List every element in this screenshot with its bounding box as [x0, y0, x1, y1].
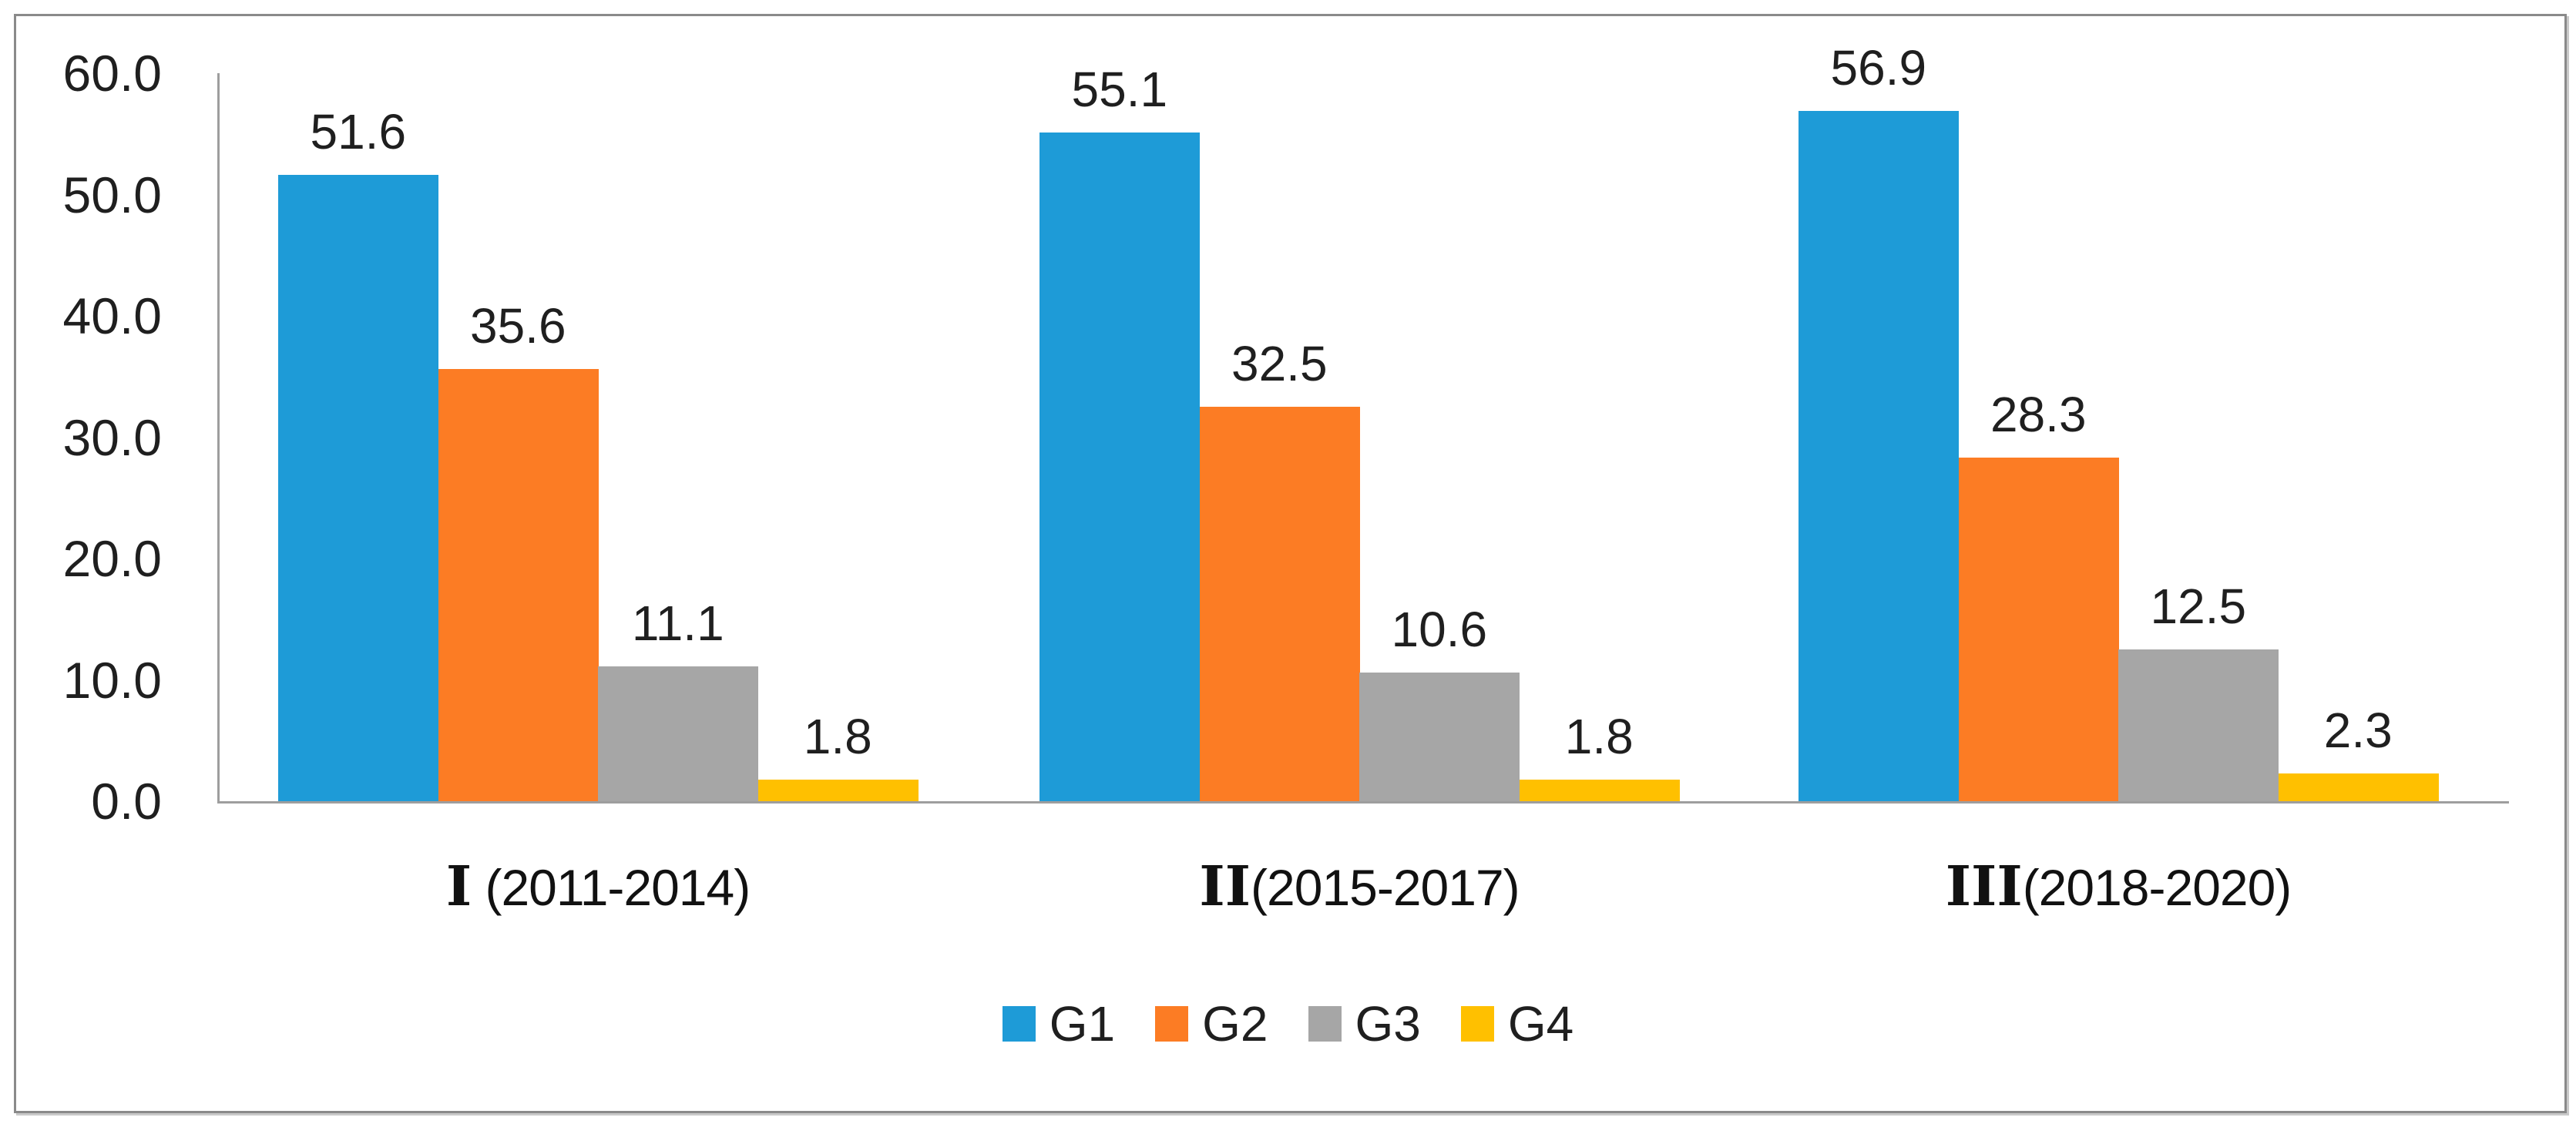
bar-g2-group1: [438, 369, 599, 801]
legend-entry-g2: G2: [1155, 998, 1268, 1049]
bar-g3-group2: [1359, 673, 1520, 801]
bar-g1-group2: [1039, 133, 1200, 801]
bar-value-label: 11.1: [631, 596, 724, 651]
x-axis-line: [217, 801, 2509, 804]
bar-value-label: 28.3: [1990, 387, 2087, 442]
legend-entry-g3: G3: [1308, 998, 1421, 1049]
y-axis-tick-label: 30.0: [62, 408, 162, 466]
bar-value-label: 55.1: [1071, 62, 1168, 117]
category-roman-numeral: II: [1199, 854, 1251, 918]
legend-label: G3: [1355, 996, 1421, 1052]
y-axis-tick-label: 40.0: [62, 287, 162, 344]
bar-g1-group1: [278, 175, 438, 801]
y-axis-line: [217, 73, 220, 804]
category-roman-numeral: I: [445, 854, 472, 918]
bar-g3-group1: [598, 666, 758, 801]
bar-g4-group2: [1519, 780, 1680, 801]
y-axis-tick-label: 20.0: [62, 530, 162, 587]
legend-entry-g1: G1: [1002, 996, 1116, 1052]
y-axis-tick-label: 60.0: [62, 45, 162, 102]
bar-value-label: 51.6: [310, 104, 407, 159]
bar-g4-group1: [757, 780, 919, 801]
legend-label: G2: [1202, 996, 1268, 1052]
bar-g1-group3: [1798, 111, 1959, 801]
legend-swatch-icon: [1308, 1006, 1342, 1042]
legend-label: G1: [1049, 996, 1116, 1052]
x-axis-category-label: III(2018-2020): [1825, 854, 2411, 920]
category-year-range: (2011-2014): [472, 859, 751, 916]
legend-swatch-icon: [1460, 1006, 1494, 1042]
category-roman-numeral: III: [1945, 854, 2023, 918]
bar-value-label: 1.8: [803, 709, 872, 764]
y-axis-tick-label: 0.0: [91, 773, 162, 830]
bar-g2-group2: [1199, 407, 1360, 801]
category-year-range: (2018-2020): [2022, 859, 2292, 916]
bar-value-label: 2.3: [2323, 703, 2393, 758]
category-year-range: (2015-2017): [1251, 859, 1520, 916]
y-axis-tick-label: 50.0: [62, 166, 162, 223]
bar-value-label: 32.5: [1231, 336, 1328, 391]
legend-swatch-icon: [1002, 1006, 1036, 1042]
bar-value-label: 35.6: [469, 298, 566, 354]
bar-value-label: 12.5: [2150, 579, 2247, 634]
bar-g3-group3: [2118, 649, 2279, 801]
bar-g4-group3: [2278, 773, 2439, 801]
y-axis-tick-label: 10.0: [62, 651, 162, 709]
legend-entry-g4: G4: [1460, 996, 1574, 1052]
legend-swatch-icon: [1155, 1006, 1189, 1042]
bar-value-label: 56.9: [1830, 40, 1927, 96]
legend: G1 G2 G3 G4: [0, 998, 2576, 1049]
bar-value-label: 1.8: [1564, 709, 1634, 764]
bar-g2-group3: [1958, 458, 2119, 801]
x-axis-category-label: I (2011-2014): [305, 854, 891, 920]
x-axis-category-label: II(2015-2017): [1066, 854, 1652, 920]
bar-value-label: 10.6: [1391, 602, 1488, 657]
legend-label: G4: [1507, 996, 1574, 1052]
